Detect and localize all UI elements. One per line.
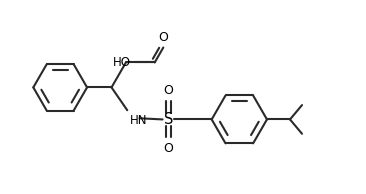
Text: O: O (158, 31, 168, 44)
Text: O: O (163, 84, 173, 97)
Text: HN: HN (130, 114, 147, 127)
Text: O: O (163, 142, 173, 155)
Text: HO: HO (113, 56, 131, 69)
Text: S: S (164, 112, 173, 127)
